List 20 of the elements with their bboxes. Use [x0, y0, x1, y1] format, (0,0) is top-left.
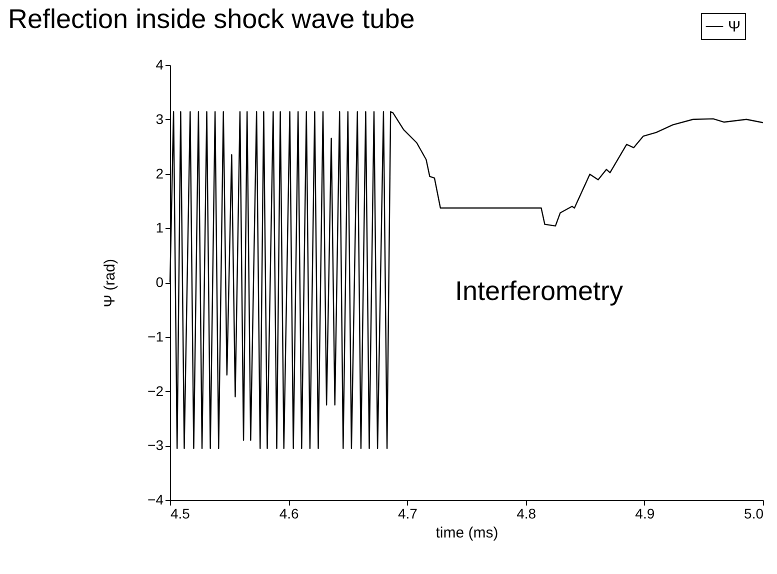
x-tick-label: 4.9: [635, 506, 655, 522]
x-tick-label: 4.6: [279, 506, 300, 522]
x-tick-label: 4.5: [170, 506, 190, 522]
chart-title: Reflection inside shock wave tube: [8, 4, 415, 34]
y-tick-label: 0: [156, 274, 164, 290]
legend-label: Ψ: [728, 18, 741, 36]
y-tick-label: −2: [148, 382, 164, 399]
y-tick-label: 3: [156, 110, 164, 127]
y-tick-label: −4: [148, 492, 164, 508]
x-tick-label: 4.8: [516, 506, 536, 522]
y-tick-label: 4: [156, 56, 164, 72]
y-tick-label: 1: [156, 220, 164, 236]
y-tick-label: 2: [156, 165, 164, 182]
annotation: Interferometry: [455, 276, 624, 306]
x-tick-label: 5.0: [744, 506, 764, 522]
y-axis-title: Ψ (rad): [102, 258, 119, 308]
y-tick-label: −1: [148, 328, 164, 344]
x-axis-title: time (ms): [436, 524, 498, 542]
y-tick-label: −3: [148, 437, 164, 454]
x-tick-label: 4.7: [398, 506, 418, 522]
